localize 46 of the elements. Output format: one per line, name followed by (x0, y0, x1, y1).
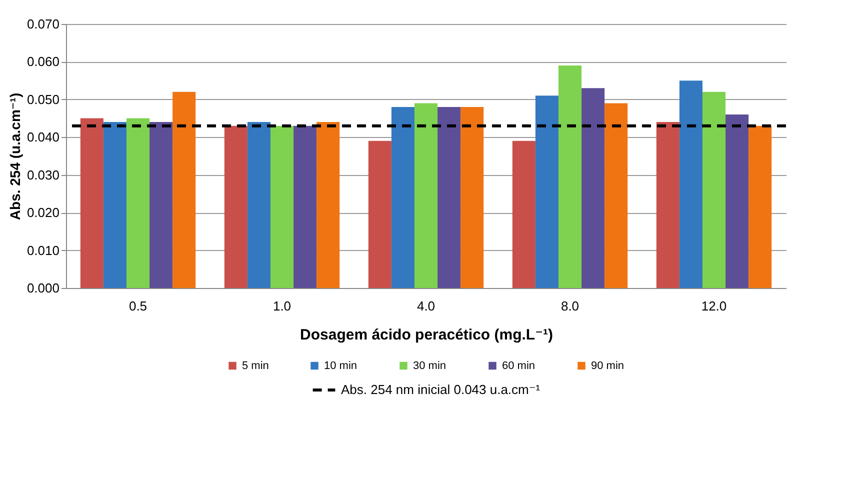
y-tick-label: 0.010 (26, 242, 60, 258)
x-tick-label: 8.0 (560, 298, 580, 314)
legend-label: Abs. 254 nm inicial 0.043 u.a.cm⁻¹ (341, 382, 541, 397)
bar (414, 103, 438, 288)
x-tick-label: 1.0 (272, 298, 292, 314)
bar (224, 126, 248, 288)
bar (126, 118, 150, 288)
bar (270, 126, 294, 288)
bar (172, 92, 196, 288)
bar (582, 88, 605, 288)
bar (702, 92, 726, 288)
bar (748, 126, 772, 288)
bar (558, 65, 582, 288)
bar (103, 122, 126, 288)
bar (368, 140, 392, 288)
bar (656, 122, 680, 288)
y-tick-label: 0.060 (26, 54, 60, 70)
bar (460, 106, 484, 288)
bar (512, 140, 536, 288)
bar (391, 106, 414, 288)
x-tick-label: 4.0 (416, 298, 436, 314)
y-tick-label: 0.040 (26, 130, 60, 145)
x-tick-label: 12.0 (701, 298, 727, 314)
legend-label: 90 min (591, 360, 624, 372)
bar (247, 122, 270, 288)
y-axis-title: Abs. 254 (u.a.cm⁻¹) (6, 92, 23, 220)
bar (438, 106, 461, 288)
bar (150, 122, 173, 288)
x-axis-title: Dosagem ácido peracético (mg.L⁻¹) (300, 326, 553, 344)
bar (679, 80, 702, 288)
y-tick-label: 0.020 (26, 205, 60, 220)
bar (294, 126, 317, 288)
x-tick-label: 0.5 (128, 298, 148, 314)
y-tick-label: 0.030 (26, 167, 60, 182)
bar (604, 103, 628, 288)
legend-label: 60 min (502, 360, 536, 372)
bar (316, 122, 340, 288)
legend-label: 5 min (242, 360, 269, 372)
bar (80, 118, 104, 288)
y-tick-label: 0.050 (26, 92, 60, 107)
bar (726, 114, 749, 288)
y-tick-label: 0.070 (26, 16, 60, 32)
bar (535, 96, 558, 288)
legend-label: 10 min (324, 360, 358, 372)
legend-label: 30 min (413, 360, 446, 372)
y-tick-label: 0.000 (26, 280, 60, 296)
